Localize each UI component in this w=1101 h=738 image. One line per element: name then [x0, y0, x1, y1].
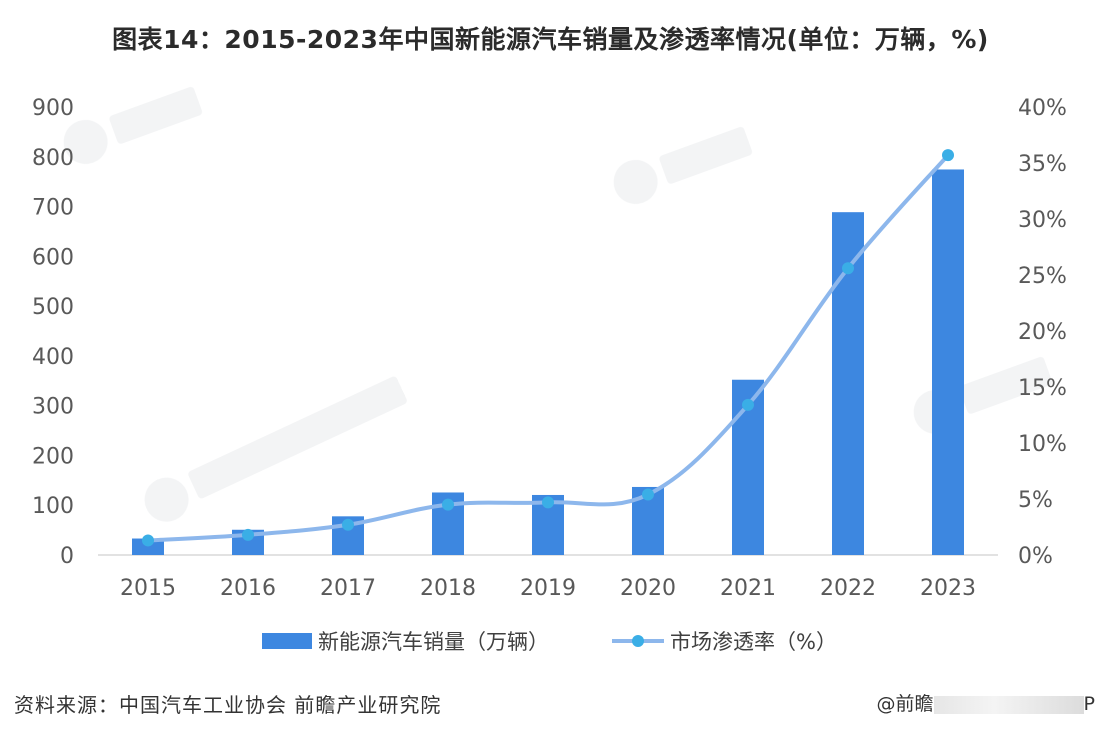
x-tick-label: 2021	[720, 576, 776, 601]
line-series	[146, 153, 950, 543]
y-axis-right: 0% 5% 10% 15% 20% 25% 30% 35% 40%	[1018, 96, 1067, 569]
legend-label-sales: 新能源汽车销量（万辆）	[318, 630, 549, 654]
legend-line-marker	[632, 635, 644, 647]
y-left-tick-label: 400	[32, 345, 74, 370]
y-left-tick-label: 300	[32, 395, 74, 420]
source-note: 资料来源：中国汽车工业协会 前瞻产业研究院	[14, 693, 442, 717]
x-tick-label: 2015	[120, 576, 176, 601]
watermark-group	[63, 87, 1053, 522]
line-point	[342, 518, 354, 531]
y-right-tick-label: 10%	[1018, 432, 1067, 457]
watermark-logo-icon	[613, 127, 753, 204]
bar	[132, 538, 164, 555]
bar	[932, 169, 964, 555]
x-axis: 2015 2016 2017 2018 2019 2020 2021 2022 2023	[120, 576, 976, 601]
y-axis-left: 0 100 200 300 400 500 600 700 800 900	[32, 96, 74, 569]
line-markers	[142, 149, 954, 547]
blurred-credit	[933, 695, 1084, 714]
x-tick-label: 2017	[320, 576, 376, 601]
watermark-logo-icon	[144, 376, 407, 522]
y-left-tick-label: 800	[32, 146, 74, 171]
line-point	[242, 528, 254, 541]
x-tick-label: 2023	[920, 576, 976, 601]
line-point	[542, 496, 554, 509]
line-point	[942, 149, 954, 162]
watermark-logo-icon	[63, 87, 203, 164]
line-point	[642, 488, 654, 501]
y-right-tick-label: 30%	[1018, 208, 1067, 233]
x-tick-label: 2016	[220, 576, 276, 601]
y-left-tick-label: 700	[32, 196, 74, 221]
y-left-tick-label: 200	[32, 444, 74, 469]
y-right-tick-label: 40%	[1018, 96, 1067, 121]
legend-bar-swatch	[262, 633, 312, 649]
y-right-tick-label: 20%	[1018, 320, 1067, 345]
line-point	[142, 534, 154, 547]
line-point	[742, 398, 754, 411]
y-right-tick-label: 25%	[1018, 264, 1067, 289]
legend-label-penetration: 市场渗透率（%）	[670, 630, 837, 654]
y-left-tick-label: 100	[32, 494, 74, 519]
y-right-tick-label: 5%	[1018, 488, 1053, 513]
line-point	[842, 262, 854, 275]
y-left-tick-label: 500	[32, 295, 74, 320]
y-left-tick-label: 600	[32, 245, 74, 270]
x-tick-label: 2020	[620, 576, 676, 601]
line-point	[442, 498, 454, 511]
y-right-tick-label: 35%	[1018, 152, 1067, 177]
credit-text: @前瞻 P	[877, 689, 1095, 716]
x-tick-label: 2022	[820, 576, 876, 601]
x-tick-label: 2018	[420, 576, 476, 601]
credit-prefix: @前瞻	[876, 693, 934, 715]
y-right-tick-label: 0%	[1018, 544, 1053, 569]
credit-suffix: P	[1083, 693, 1095, 715]
y-right-tick-label: 15%	[1018, 376, 1067, 401]
y-left-tick-label: 900	[32, 96, 74, 121]
chart-title: 图表14：2015-2023年中国新能源汽车销量及渗透率情况(单位：万辆，%)	[112, 25, 989, 54]
y-left-tick-label: 0	[60, 544, 74, 569]
legend: 新能源汽车销量（万辆） 市场渗透率（%）	[262, 630, 837, 654]
x-tick-label: 2019	[520, 576, 576, 601]
